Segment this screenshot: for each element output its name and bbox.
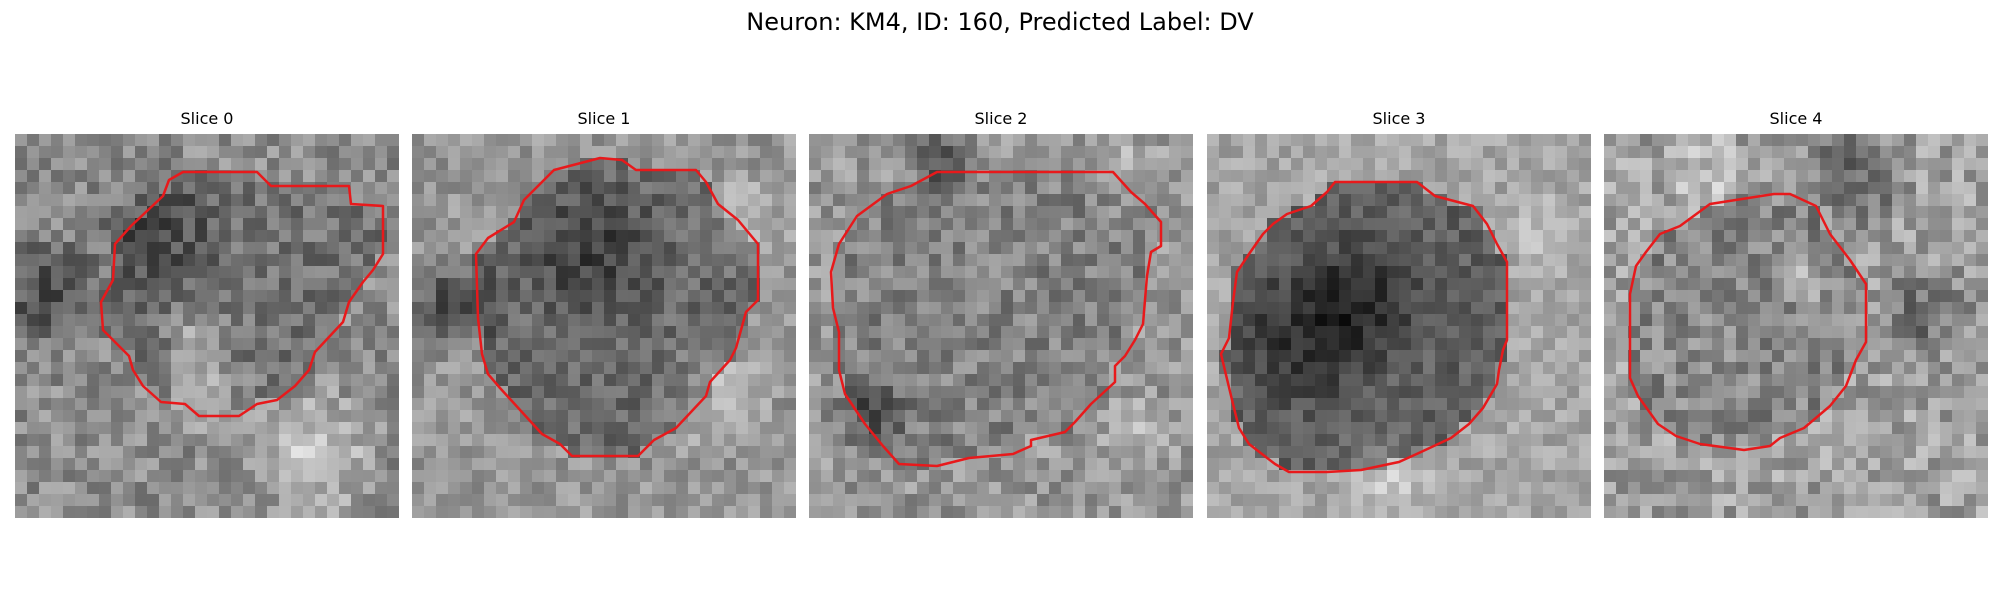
slice-image [1604, 134, 1988, 518]
figure-title: Neuron: KM4, ID: 160, Predicted Label: D… [746, 8, 1254, 36]
slice-image [15, 134, 399, 518]
slice-pixels [412, 134, 796, 518]
slice-pixels [1604, 134, 1988, 518]
slice-panel-1: Slice 1 [412, 108, 796, 518]
slice-title: Slice 0 [180, 109, 234, 128]
slice-pixels [15, 134, 399, 518]
slice-image [412, 134, 796, 518]
slice-title: Slice 3 [1372, 109, 1426, 128]
slice-panel-2: Slice 2 [809, 108, 1193, 518]
slice-pixels [1207, 134, 1591, 518]
segmentation-contour [829, 170, 1163, 468]
slice-title: Slice 2 [974, 109, 1028, 128]
slice-image [1207, 134, 1591, 518]
slice-pixels [809, 134, 1193, 518]
slice-panel-3: Slice 3 [1207, 108, 1591, 518]
segmentation-contour [1219, 180, 1509, 474]
slice-panel-0: Slice 0 [15, 108, 399, 518]
slice-title: Slice 1 [577, 109, 631, 128]
segmentation-contour [99, 170, 385, 418]
segmentation-contour [474, 156, 760, 458]
slice-panel-4: Slice 4 [1604, 108, 1988, 518]
slice-title: Slice 4 [1769, 109, 1823, 128]
segmentation-contour [1628, 192, 1868, 452]
slice-image [809, 134, 1193, 518]
